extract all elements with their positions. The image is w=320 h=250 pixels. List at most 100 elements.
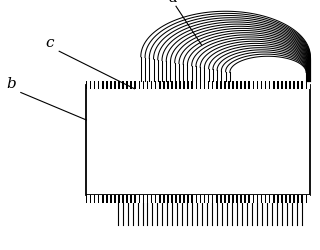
Bar [197,81,200,89]
Bar [193,195,196,202]
Bar [140,81,143,89]
Bar [267,195,269,202]
Bar [128,81,130,89]
Bar [136,195,139,202]
Bar [177,81,179,89]
Bar [164,81,167,89]
Bar [230,195,232,202]
Bar [222,195,224,202]
Bar [246,81,249,89]
Text: a: a [168,0,177,5]
Bar [218,81,220,89]
Bar [197,195,200,202]
Bar [226,81,228,89]
Bar [100,195,102,202]
Bar [128,195,130,202]
Bar [254,195,257,202]
Bar [152,195,155,202]
Bar [234,195,236,202]
Bar [124,195,126,202]
Bar [230,81,232,89]
Bar [124,81,126,89]
Bar [287,195,289,202]
Bar [218,195,220,202]
Bar [91,81,94,89]
Bar [100,81,102,89]
Bar [201,81,204,89]
Bar [283,81,285,89]
Bar [283,195,285,202]
Bar [136,81,139,89]
Bar [91,195,94,202]
Text: b: b [6,77,16,91]
Bar [189,81,191,89]
Bar [95,81,98,89]
Bar [209,195,212,202]
Bar [238,195,240,202]
Bar [307,81,309,89]
Bar [279,195,281,202]
Bar [148,195,151,202]
Bar [132,81,134,89]
Bar [291,81,293,89]
Bar [250,195,252,202]
Bar [116,81,118,89]
Bar [258,81,261,89]
Bar [270,81,273,89]
Bar [144,195,147,202]
Bar [164,195,167,202]
Bar [287,81,289,89]
Bar [299,81,301,89]
Bar [181,195,183,202]
Bar [299,195,301,202]
Bar [213,195,216,202]
Bar [262,81,265,89]
Bar [189,195,191,202]
Bar [279,81,281,89]
Bar [234,81,236,89]
Bar [177,195,179,202]
Bar [275,81,277,89]
Bar [222,81,224,89]
Bar [144,81,147,89]
Bar [120,195,122,202]
Bar [295,195,297,202]
Bar [303,195,306,202]
Bar [250,81,252,89]
Text: c: c [45,36,54,50]
Bar [205,81,208,89]
Bar [262,195,265,202]
Bar [103,195,106,202]
Bar [87,195,90,202]
Bar [291,195,293,202]
Bar [148,81,151,89]
Bar [267,81,269,89]
Bar [173,81,175,89]
Bar [156,81,159,89]
Bar [140,195,143,202]
Bar [205,195,208,202]
Bar [156,195,159,202]
Bar [86,85,310,195]
Bar [86,195,310,202]
Bar [303,81,306,89]
Bar [116,195,118,202]
Bar [181,81,183,89]
Bar [201,195,204,202]
Bar [226,195,228,202]
Bar [246,195,249,202]
Bar [185,81,188,89]
Bar [161,195,163,202]
Bar [152,81,155,89]
Bar [169,81,171,89]
Bar [242,195,244,202]
Bar [193,81,196,89]
Bar [112,81,114,89]
Bar [132,195,134,202]
Bar [270,195,273,202]
Bar [87,81,90,89]
Bar [258,195,261,202]
Bar [213,81,216,89]
Bar [173,195,175,202]
Bar [238,81,240,89]
